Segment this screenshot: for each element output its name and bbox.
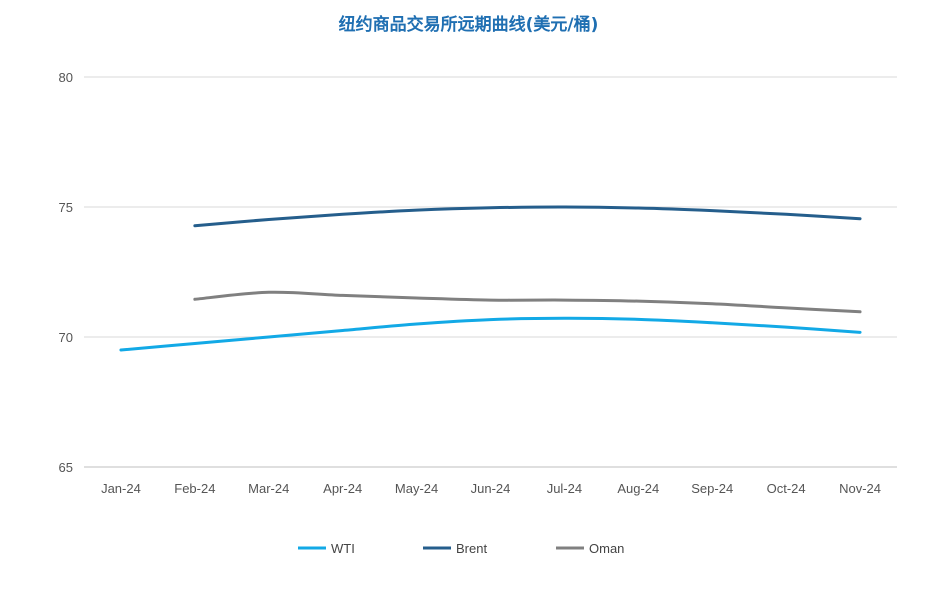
- chart-title: 纽约商品交易所远期曲线(美元/桶): [338, 15, 599, 35]
- series-line-oman: [193, 290, 862, 314]
- series-line-brent: [193, 205, 862, 228]
- y-tick-label: 80: [59, 70, 73, 85]
- x-tick-label: Nov-24: [839, 481, 881, 496]
- x-tick-label: Jun-24: [471, 481, 511, 496]
- x-tick-label: Feb-24: [174, 481, 215, 496]
- series-line-wti: [119, 316, 862, 352]
- legend-label-brent: Brent: [456, 541, 487, 556]
- x-tick-label: Apr-24: [323, 481, 362, 496]
- x-tick-label: Jan-24: [101, 481, 141, 496]
- y-tick-label: 65: [59, 460, 73, 475]
- y-tick-label: 75: [59, 200, 73, 215]
- x-tick-label: Sep-24: [691, 481, 733, 496]
- x-tick-label: Oct-24: [767, 481, 806, 496]
- legend-label-oman: Oman: [589, 541, 624, 556]
- x-tick-label: Mar-24: [248, 481, 289, 496]
- x-tick-label: May-24: [395, 481, 438, 496]
- y-tick-label: 70: [59, 330, 73, 345]
- x-tick-label: Aug-24: [617, 481, 659, 496]
- x-tick-label: Jul-24: [547, 481, 582, 496]
- legend-label-wti: WTI: [331, 541, 355, 556]
